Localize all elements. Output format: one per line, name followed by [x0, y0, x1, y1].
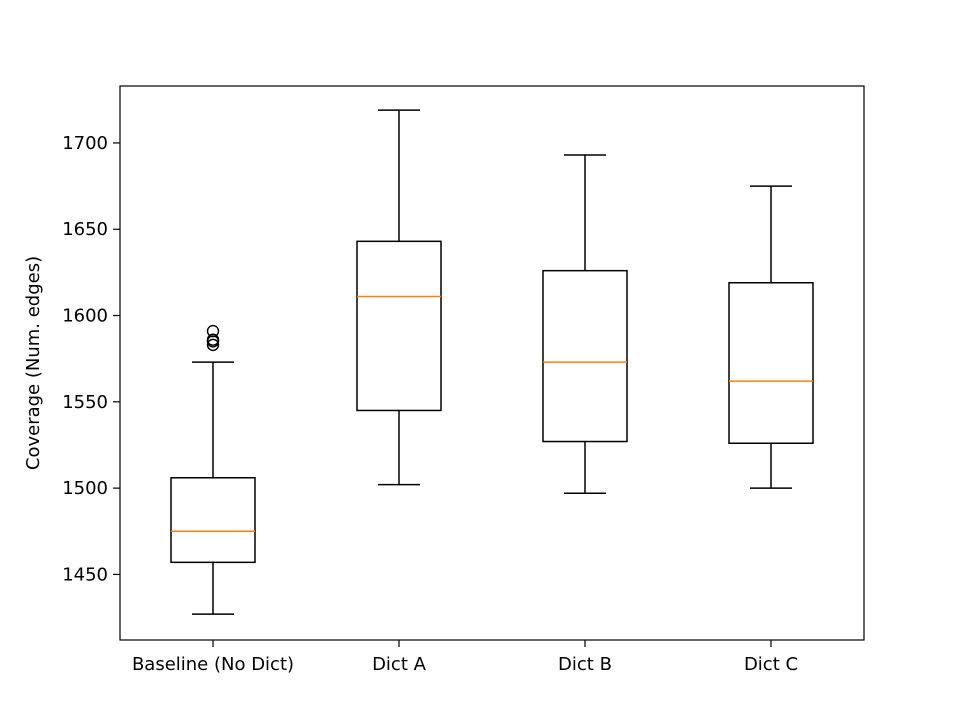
x-tick-label: Dict B	[558, 654, 612, 675]
y-tick-label: 1500	[62, 478, 108, 499]
plot-frame	[119, 85, 865, 641]
y-tick-label: 1550	[62, 392, 108, 413]
y-axis-label: Coverage (Num. edges)	[23, 256, 44, 470]
iqr-box	[728, 281, 814, 445]
x-tick-label: Dict A	[372, 654, 427, 675]
y-tick-label: 1700	[62, 133, 108, 154]
iqr-box	[170, 477, 256, 564]
outlier-point	[206, 338, 220, 352]
outlier-point	[206, 324, 220, 338]
box-group	[728, 185, 814, 489]
y-tick-label: 1600	[62, 306, 108, 327]
plot-area: 1450 1500 1550 1600 1650 1700 Baseline (No Dic…	[62, 85, 865, 675]
x-tick-label: Baseline (No Dict)	[132, 654, 294, 675]
iqr-box	[356, 240, 442, 412]
box-group	[170, 324, 256, 615]
y-tick-label: 1650	[62, 219, 108, 240]
y-tick-label: 1450	[62, 564, 108, 585]
box-group	[356, 109, 442, 486]
iqr-box	[542, 269, 628, 443]
box-group	[542, 154, 628, 495]
outlier-point	[206, 333, 220, 346]
x-tick-label: Dict C	[744, 654, 798, 675]
